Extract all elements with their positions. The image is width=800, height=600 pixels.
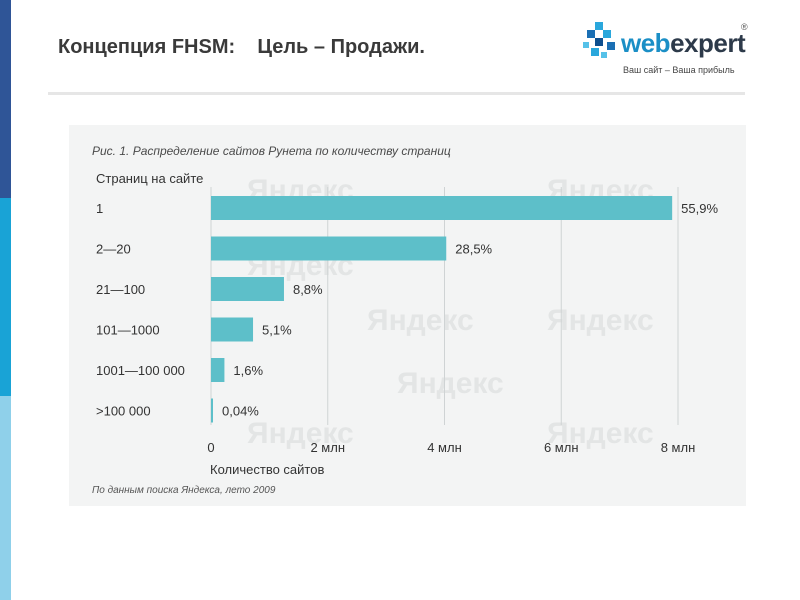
figure-source-note: По данным поиска Яндекса, лето 2009 xyxy=(92,485,276,496)
x-tick-label: 8 млн xyxy=(661,440,696,455)
data-label: 55,9% xyxy=(681,201,718,216)
logo-slogan: Ваш сайт – Ваша прибыль xyxy=(623,65,735,75)
x-axis-title: Количество сайтов xyxy=(210,462,324,477)
webexpert-logo: webexpert ® Ваш сайт – Ваша прибыль xyxy=(583,20,753,80)
watermark-text: Яндекс xyxy=(547,304,654,337)
x-tick-label: 2 млн xyxy=(310,440,345,455)
x-tick-label: 4 млн xyxy=(427,440,462,455)
data-label: 5,1% xyxy=(262,323,292,338)
left-accent-strip xyxy=(0,0,11,600)
logo-word-expert: expert xyxy=(670,28,746,58)
bar xyxy=(211,358,225,382)
data-label: 0,04% xyxy=(222,404,259,419)
bar xyxy=(211,196,673,220)
bar xyxy=(211,398,213,423)
data-label: 28,5% xyxy=(455,242,492,257)
title-divider xyxy=(48,92,745,95)
watermark-text: Яндекс xyxy=(367,304,474,337)
x-tick-label: 0 xyxy=(207,440,214,455)
data-label: 8,8% xyxy=(293,282,323,297)
logo-word-web: web xyxy=(621,28,671,58)
x-tick-label: 6 млн xyxy=(544,440,579,455)
category-label: 1001—100 000 xyxy=(96,363,185,378)
logo-wordmark: webexpert xyxy=(621,28,746,59)
watermark-text: Яндекс xyxy=(247,417,354,450)
logo-mark-icon xyxy=(583,22,615,58)
registered-mark: ® xyxy=(741,22,748,32)
bar xyxy=(211,236,447,261)
category-label: 21—100 xyxy=(96,282,145,297)
category-label: >100 000 xyxy=(96,404,151,419)
category-label: 1 xyxy=(96,201,103,216)
category-label: 101—1000 xyxy=(96,323,160,338)
label-layer: 1 55,9% 2—20 28,5% 21—100 8,8% 101—1000 5,1% 100… xyxy=(96,201,718,419)
figure-caption: Рис. 1. Распределение сайтов Рунета по к… xyxy=(92,144,451,158)
chart-figure: Яндекс Яндекс Яндекс Яндекс Яндекс Яндекс Янде… xyxy=(69,125,746,506)
data-label: 1,6% xyxy=(233,363,263,378)
category-label: 2—20 xyxy=(96,242,131,257)
bar xyxy=(211,317,254,342)
watermark-text: Яндекс xyxy=(397,367,504,400)
y-axis-title: Страниц на сайте xyxy=(96,171,203,186)
slide-title: Концепция FHSM: Цель – Продажи. xyxy=(58,36,425,58)
bar-layer xyxy=(211,196,673,423)
bar xyxy=(211,277,284,301)
grid-layer: 0 2 млн 4 млн 6 млн 8 млн xyxy=(207,187,695,455)
watermark-text: Яндекс xyxy=(547,417,654,450)
